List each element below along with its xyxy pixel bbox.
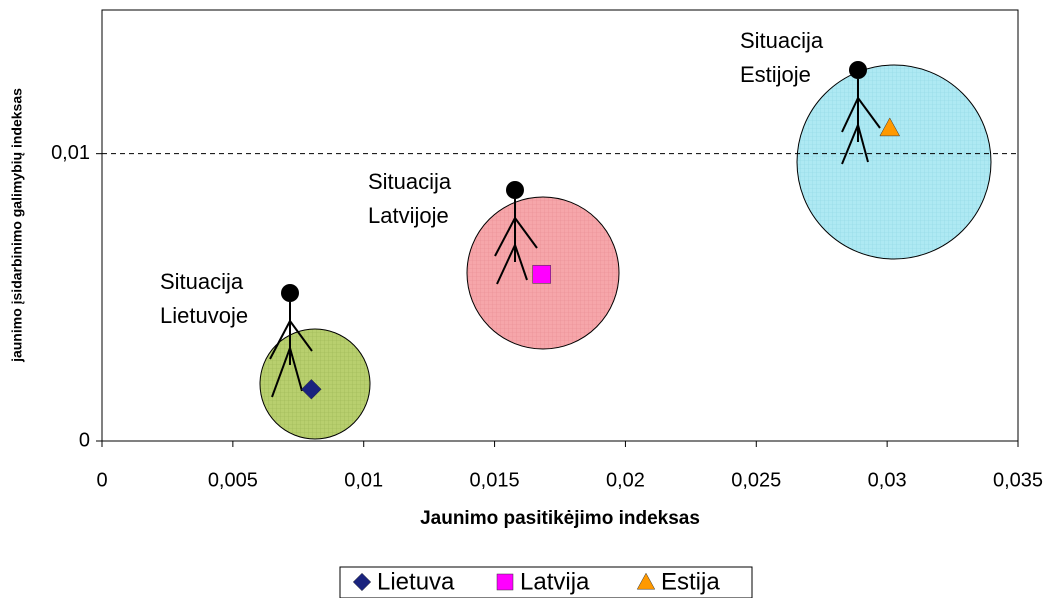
legend-marker (496, 573, 514, 591)
plot-frame (101, 9, 1019, 442)
stick-figure (269, 284, 313, 398)
legend (339, 566, 753, 598)
x-axis-title: Jaunimo pasitikėjimo indeksas (420, 508, 700, 529)
legend-label: Estija (661, 568, 720, 595)
bubble (796, 64, 992, 260)
marker (532, 265, 551, 284)
annotation: Lietuvoje (160, 303, 248, 328)
x-tick-label: 0,035 (993, 469, 1043, 491)
x-tick-label: 0,01 (344, 469, 383, 491)
legend-label: Lietuva (377, 568, 455, 595)
annotation: Situacija (368, 169, 452, 194)
x-tick-label: 0,03 (868, 469, 907, 491)
x-tick-label: 0,025 (731, 469, 781, 491)
legend-marker (636, 572, 656, 590)
y-tick-label: 0,01 (51, 142, 90, 164)
marker (301, 379, 322, 400)
plot-area (96, 9, 1019, 447)
annotation: Latvijoje (368, 203, 449, 228)
annotation: Estijoje (740, 62, 811, 87)
stick-figures (269, 61, 881, 398)
x-tick-label: 0,015 (470, 469, 520, 491)
annotation: Situacija (740, 28, 824, 53)
y-tick-label: 0 (79, 429, 90, 451)
marker (879, 117, 901, 137)
legend-label: Latvija (520, 568, 590, 595)
y-axis-title: jaunimo įsidarbinimo galimybių indeksas (9, 88, 25, 363)
stick-figure (841, 61, 881, 165)
decor (259, 64, 992, 440)
annotation: Situacija (160, 269, 244, 294)
x-tick-label: 0 (96, 469, 107, 491)
legend-marker (352, 572, 372, 592)
stick-figure (494, 181, 538, 285)
x-tick-label: 0,02 (606, 469, 645, 491)
x-tick-label: 0,005 (208, 469, 258, 491)
